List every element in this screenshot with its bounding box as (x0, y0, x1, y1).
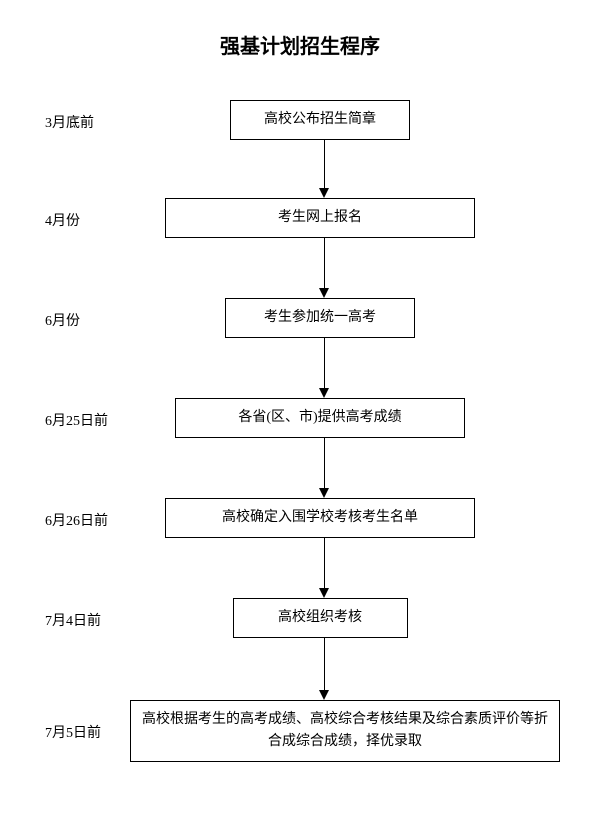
step-box-2: 考生参加统一高考 (225, 298, 415, 338)
step-box-4: 高校确定入围学校考核考生名单 (165, 498, 475, 538)
arrow-4 (319, 538, 329, 598)
step-box-1: 考生网上报名 (165, 198, 475, 238)
flowchart-title: 强基计划招生程序 (0, 30, 600, 59)
arrow-1 (319, 238, 329, 298)
arrow-0 (319, 140, 329, 198)
date-label-4: 6月26日前 (45, 510, 108, 530)
arrow-5 (319, 638, 329, 700)
step-box-0: 高校公布招生简章 (230, 100, 410, 140)
date-label-5: 7月4日前 (45, 610, 101, 630)
step-box-6: 高校根据考生的高考成绩、高校综合考核结果及综合素质评价等折合成综合成绩，择优录取 (130, 700, 560, 762)
date-label-6: 7月5日前 (45, 722, 101, 742)
step-box-5: 高校组织考核 (233, 598, 408, 638)
arrow-3 (319, 438, 329, 498)
arrow-2 (319, 338, 329, 398)
date-label-0: 3月底前 (45, 112, 94, 132)
date-label-1: 4月份 (45, 210, 80, 230)
date-label-3: 6月25日前 (45, 410, 108, 430)
step-box-3: 各省(区、市)提供高考成绩 (175, 398, 465, 438)
date-label-2: 6月份 (45, 310, 80, 330)
